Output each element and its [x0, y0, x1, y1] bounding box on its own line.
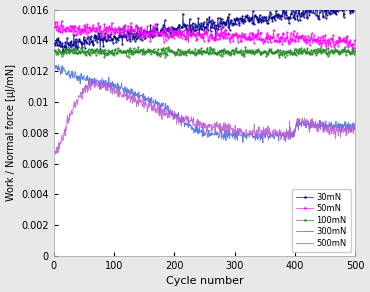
100mN: [352, 49, 357, 53]
300mN: [244, 133, 248, 137]
50mN: [351, 49, 356, 53]
50mN: [352, 38, 357, 42]
100mN: [343, 45, 347, 49]
100mN: [224, 49, 229, 53]
Line: 500mN: 500mN: [54, 79, 355, 154]
500mN: [281, 131, 286, 134]
100mN: [229, 52, 233, 55]
100mN: [336, 53, 341, 56]
100mN: [270, 50, 274, 53]
Line: 300mN: 300mN: [54, 62, 355, 143]
50mN: [59, 20, 64, 23]
300mN: [281, 131, 285, 134]
500mN: [312, 126, 316, 129]
Line: 50mN: 50mN: [54, 20, 356, 52]
X-axis label: Cycle number: Cycle number: [166, 277, 243, 286]
300mN: [261, 141, 265, 145]
500mN: [353, 125, 357, 128]
100mN: [202, 51, 206, 54]
300mN: [353, 124, 357, 128]
300mN: [312, 122, 316, 126]
50mN: [53, 26, 57, 29]
300mN: [52, 60, 56, 64]
30mN: [53, 41, 57, 45]
50mN: [224, 32, 229, 35]
30mN: [224, 21, 229, 24]
Line: 30mN: 30mN: [54, 0, 356, 52]
300mN: [70, 69, 75, 73]
100mN: [127, 55, 131, 59]
50mN: [202, 30, 206, 33]
500mN: [245, 132, 249, 135]
30mN: [202, 29, 206, 32]
50mN: [270, 36, 274, 40]
Y-axis label: Work / Normal force [μJ/mN]: Work / Normal force [μJ/mN]: [6, 64, 16, 201]
50mN: [336, 35, 341, 39]
Line: 100mN: 100mN: [54, 46, 356, 58]
500mN: [54, 152, 58, 156]
Legend: 30mN, 50mN, 100mN, 300mN, 500mN: 30mN, 50mN, 100mN, 300mN, 500mN: [292, 189, 351, 252]
500mN: [52, 149, 56, 153]
30mN: [352, 1, 357, 5]
30mN: [285, 17, 289, 20]
30mN: [61, 49, 65, 53]
100mN: [285, 50, 289, 53]
100mN: [53, 49, 57, 52]
500mN: [91, 77, 96, 81]
30mN: [336, 6, 341, 10]
500mN: [71, 107, 75, 110]
300mN: [227, 127, 231, 131]
500mN: [228, 129, 232, 133]
50mN: [229, 35, 233, 39]
50mN: [285, 31, 289, 34]
30mN: [229, 18, 233, 22]
300mN: [235, 131, 239, 134]
500mN: [235, 131, 240, 135]
30mN: [270, 15, 274, 19]
